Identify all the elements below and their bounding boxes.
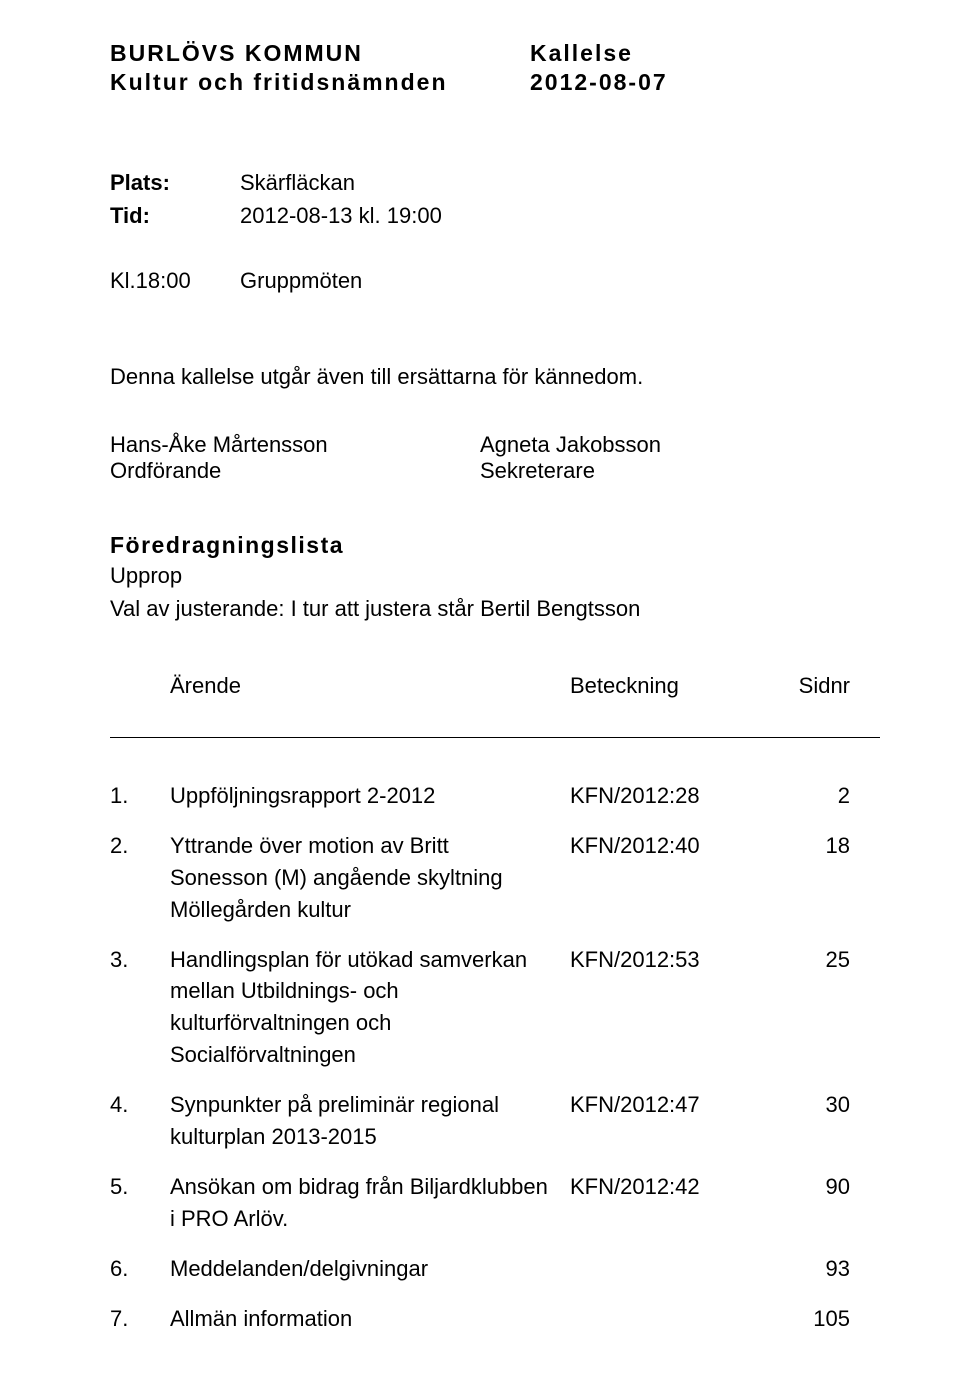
chair-title: Ordförande: [110, 458, 480, 484]
agenda-item: 7. Allmän information 105: [110, 1303, 880, 1335]
place-label: Plats:: [110, 166, 240, 199]
item-subject: Uppföljningsrapport 2-2012: [170, 780, 570, 812]
col-ref-head: Beteckning: [570, 673, 770, 699]
time-label: Tid:: [110, 199, 240, 232]
item-num: 2.: [110, 830, 170, 926]
secretary-name: Agneta Jakobsson: [480, 432, 661, 458]
header-row-1: BURLÖVS KOMMUN Kallelse: [110, 40, 880, 67]
group-time: Kl.18:00: [110, 268, 240, 294]
item-page: 25: [770, 944, 850, 1072]
item-ref: KFN/2012:28: [570, 780, 770, 812]
agenda-list: 1. Uppföljningsrapport 2-2012 KFN/2012:2…: [110, 780, 880, 1334]
col-num-head: [110, 673, 170, 699]
item-page: 2: [770, 780, 850, 812]
doc-date: 2012-08-07: [530, 69, 668, 96]
org-line2: Kultur och fritidsnämnden: [110, 69, 530, 96]
roll-call: Upprop: [110, 559, 880, 592]
item-subject: Synpunkter på preliminär regional kultur…: [170, 1089, 570, 1153]
place-row: Plats: Skärfläckan: [110, 166, 880, 199]
secretary-title: Sekreterare: [480, 458, 661, 484]
item-num: 1.: [110, 780, 170, 812]
time-row: Tid: 2012-08-13 kl. 19:00: [110, 199, 880, 232]
signers-block: Hans-Åke Mårtensson Ordförande Agneta Ja…: [110, 432, 880, 484]
item-ref: KFN/2012:53: [570, 944, 770, 1072]
item-subject: Yttrande över motion av Britt Sonesson (…: [170, 830, 570, 926]
agenda-item: 3. Handlingsplan för utökad samverkan me…: [110, 944, 880, 1072]
agenda-item: 4. Synpunkter på preliminär regional kul…: [110, 1089, 880, 1153]
item-page: 90: [770, 1171, 850, 1235]
secretary-block: Agneta Jakobsson Sekreterare: [480, 432, 661, 484]
item-num: 5.: [110, 1171, 170, 1235]
agenda-item: 1. Uppföljningsrapport 2-2012 KFN/2012:2…: [110, 780, 880, 812]
chair-name: Hans-Åke Mårtensson: [110, 432, 480, 458]
item-ref: [570, 1253, 770, 1285]
col-subject-head: Ärende: [170, 673, 570, 699]
item-num: 4.: [110, 1089, 170, 1153]
item-ref: KFN/2012:42: [570, 1171, 770, 1235]
item-subject: Ansökan om bidrag från Biljardklubben i …: [170, 1171, 570, 1235]
group-row: Kl.18:00 Gruppmöten: [110, 268, 880, 294]
group-label: Gruppmöten: [240, 268, 362, 294]
item-subject: Meddelanden/delgivningar: [170, 1253, 570, 1285]
table-head: Ärende Beteckning Sidnr: [110, 673, 880, 738]
agenda-title: Föredragningslista: [110, 532, 880, 559]
org-line1: BURLÖVS KOMMUN: [110, 40, 530, 67]
agenda-item: 2. Yttrande över motion av Britt Sonesso…: [110, 830, 880, 926]
adjuster-line: Val av justerande: I tur att justera stå…: [110, 592, 880, 625]
item-page: 30: [770, 1089, 850, 1153]
note-text: Denna kallelse utgår även till ersättarn…: [110, 364, 880, 390]
item-num: 7.: [110, 1303, 170, 1335]
item-page: 93: [770, 1253, 850, 1285]
item-num: 3.: [110, 944, 170, 1072]
time-value: 2012-08-13 kl. 19:00: [240, 199, 442, 232]
item-subject: Allmän information: [170, 1303, 570, 1335]
col-page-head: Sidnr: [770, 673, 850, 699]
item-ref: KFN/2012:40: [570, 830, 770, 926]
chair-block: Hans-Åke Mårtensson Ordförande: [110, 432, 480, 484]
meeting-info: Plats: Skärfläckan Tid: 2012-08-13 kl. 1…: [110, 166, 880, 294]
item-num: 6.: [110, 1253, 170, 1285]
doc-type: Kallelse: [530, 40, 633, 67]
place-value: Skärfläckan: [240, 166, 355, 199]
item-ref: KFN/2012:47: [570, 1089, 770, 1153]
item-ref: [570, 1303, 770, 1335]
agenda-item: 6. Meddelanden/delgivningar 93: [110, 1253, 880, 1285]
agenda-item: 5. Ansökan om bidrag från Biljardklubben…: [110, 1171, 880, 1235]
item-page: 18: [770, 830, 850, 926]
item-page: 105: [770, 1303, 850, 1335]
item-subject: Handlingsplan för utökad samverkan mella…: [170, 944, 570, 1072]
header-row-2: Kultur och fritidsnämnden 2012-08-07: [110, 69, 880, 96]
